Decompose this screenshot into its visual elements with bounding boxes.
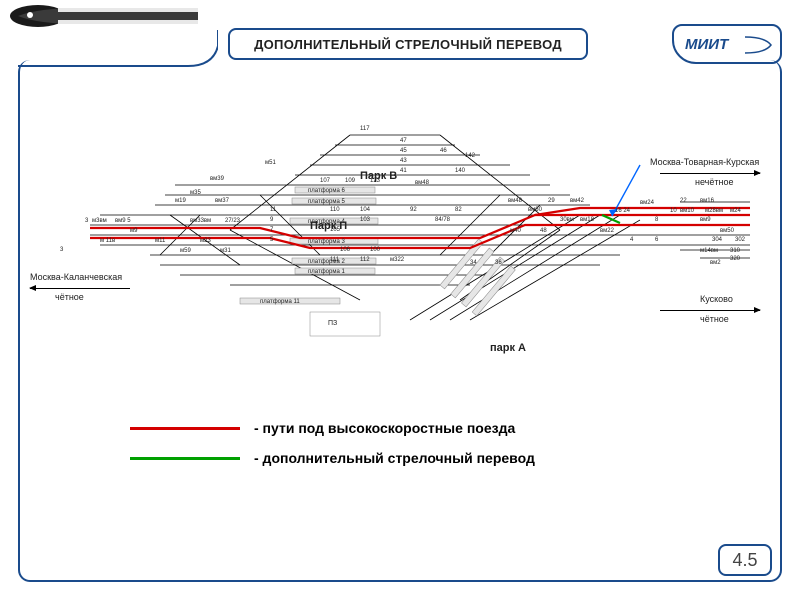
legend: - пути под высокоскоростные поезда - доп… <box>130 420 630 480</box>
page-title: ДОПОЛНИТЕЛЬНЫЙ СТРЕЛОЧНЫЙ ПЕРЕВОД <box>254 37 562 52</box>
arrow-left <box>30 288 130 289</box>
platform-label: платформа 4 <box>308 219 345 225</box>
dir-right-top: Москва-Товарная-Курская <box>650 157 759 167</box>
platform-label: платформа 2 <box>308 259 345 265</box>
logo-train-icon: МИИТ <box>677 27 777 61</box>
dir-left-top: Москва-Каланчевская <box>30 272 122 282</box>
legend-swatch-green <box>130 457 240 460</box>
platform-label: платформа 3 <box>308 239 345 245</box>
page-title-box: ДОПОЛНИТЕЛЬНЫЙ СТРЕЛОЧНЫЙ ПЕРЕВОД <box>228 28 588 60</box>
page-number-box: 4.5 <box>718 544 772 576</box>
dir-right-bot2: чётное <box>700 314 729 324</box>
legend-row-highspeed: - пути под высокоскоростные поезда <box>130 420 630 436</box>
arrow-right-bot <box>660 310 760 311</box>
dir-right-top2: нечётное <box>695 177 733 187</box>
logo-box: МИИТ <box>672 24 782 64</box>
logo-text: МИИТ <box>685 36 730 53</box>
legend-swatch-red <box>130 427 240 430</box>
legend-label: - пути под высокоскоростные поезда <box>254 420 515 436</box>
dir-left-bot: чётное <box>55 292 84 302</box>
legend-label: - дополнительный стрелочный перевод <box>254 450 535 466</box>
train-icon <box>8 2 208 34</box>
label-park-a: парк А <box>490 342 526 354</box>
legend-row-switch: - дополнительный стрелочный перевод <box>130 450 630 466</box>
arrow-right-top <box>660 173 760 174</box>
track-diagram: Парк В Парк П парк А платформа 6 платфор… <box>60 120 760 370</box>
platform-label: платформа 5 <box>308 199 345 205</box>
platform-label: платформа 6 <box>308 188 345 194</box>
platform-label: платформа 1 <box>308 269 345 275</box>
page-number: 4.5 <box>732 550 757 571</box>
dir-right-bot: Кусково <box>700 294 733 304</box>
platform-label: платформа 11 <box>260 299 300 305</box>
